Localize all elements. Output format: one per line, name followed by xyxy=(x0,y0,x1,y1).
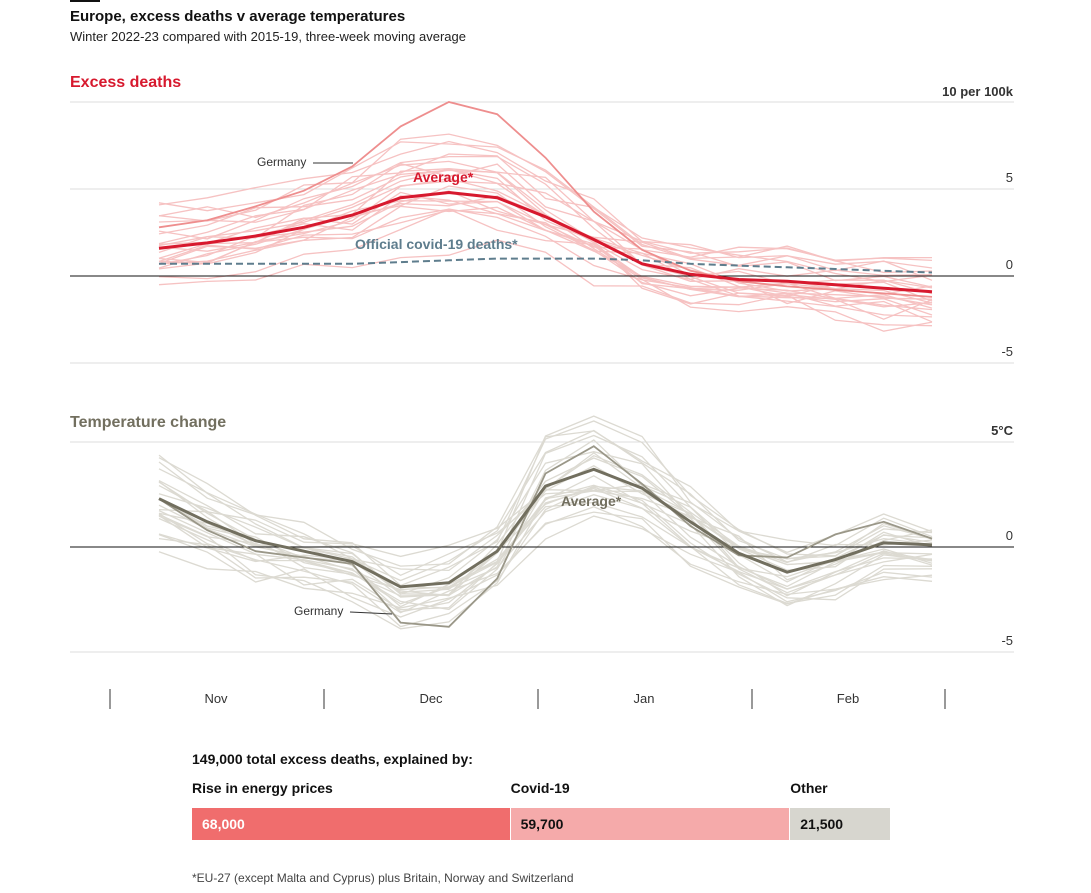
charts-canvas: Excess deaths 10 per 100k 5 0 -5 Germany… xyxy=(70,74,1014,709)
country-line xyxy=(158,169,933,327)
temperature-panel-title: Temperature change xyxy=(70,414,226,431)
temperature-panel: Temperature change 5°C 0 -5 Germany Aver… xyxy=(70,414,1014,653)
month-label-nov: Nov xyxy=(204,691,228,706)
excess-average-line xyxy=(158,190,933,294)
energy-segment-label: Rise in energy prices xyxy=(192,780,333,796)
temperature-average-line xyxy=(158,467,933,589)
country-line xyxy=(158,511,933,618)
temperature-country-lines xyxy=(158,415,933,630)
month-label-jan: Jan xyxy=(634,691,655,706)
country-line xyxy=(158,486,933,628)
chart-subtitle: Winter 2022-23 compared with 2015-19, th… xyxy=(70,29,466,44)
country-line xyxy=(158,452,933,611)
excess-country-lines xyxy=(158,133,933,332)
country-line xyxy=(158,168,933,311)
country-line xyxy=(158,506,933,614)
covid-deaths-line xyxy=(159,257,933,274)
energy-segment: 68,000 xyxy=(192,808,510,840)
month-label-feb: Feb xyxy=(837,691,859,706)
country-line xyxy=(158,205,933,309)
excess-panel-title: Excess deaths xyxy=(70,74,181,91)
germany-temperature-line xyxy=(158,445,933,628)
country-line xyxy=(158,208,933,302)
excess-tick-label: 0 xyxy=(1006,257,1013,272)
excess-panel: Excess deaths 10 per 100k 5 0 -5 Germany… xyxy=(70,74,1014,364)
excess-tick-label: -5 xyxy=(1001,344,1013,359)
excess-tick-label: 5 xyxy=(1006,170,1013,185)
country-line xyxy=(158,140,933,281)
country-line xyxy=(158,494,933,590)
country-line xyxy=(158,168,933,262)
germany-temperature-pointer xyxy=(349,611,393,615)
temperature-unit-label: 5°C xyxy=(991,423,1013,438)
excess-unit-label: 10 per 100k xyxy=(942,84,1014,99)
covid-label: Official covid-19 deaths* xyxy=(355,236,518,252)
breakdown-header: 149,000 total excess deaths, explained b… xyxy=(192,751,473,767)
germany-excess-line xyxy=(158,101,933,298)
country-line xyxy=(158,185,933,308)
chart-title: Europe, excess deaths v average temperat… xyxy=(70,8,406,25)
country-line xyxy=(158,485,933,597)
country-line xyxy=(158,415,933,594)
temperature-tick-label: 0 xyxy=(1006,528,1013,543)
other-segment-label: Other xyxy=(790,780,828,796)
germany-temperature-label: Germany xyxy=(294,604,343,618)
country-line xyxy=(158,190,933,262)
footnote: *EU-27 (except Malta and Cyprus) plus Br… xyxy=(192,871,574,885)
temperature-tick-label: -5 xyxy=(1001,633,1013,648)
month-axis: Nov Dec Jan Feb xyxy=(109,689,946,709)
temperature-average-label: Average* xyxy=(561,493,622,509)
country-line xyxy=(158,153,933,283)
country-line xyxy=(158,209,933,280)
covid-segment: 59,700 xyxy=(510,808,790,840)
covid-segment-label: Covid-19 xyxy=(510,780,570,796)
country-line xyxy=(158,429,933,582)
country-line xyxy=(158,439,933,597)
other-segment: 21,500 xyxy=(790,808,890,840)
month-label-dec: Dec xyxy=(419,691,443,706)
country-line xyxy=(158,141,933,269)
germany-excess-label: Germany xyxy=(257,155,306,169)
country-line xyxy=(158,208,933,318)
country-line xyxy=(158,420,933,587)
excess-average-label: Average* xyxy=(413,169,474,185)
country-line xyxy=(158,239,933,320)
title-rule xyxy=(70,0,100,2)
